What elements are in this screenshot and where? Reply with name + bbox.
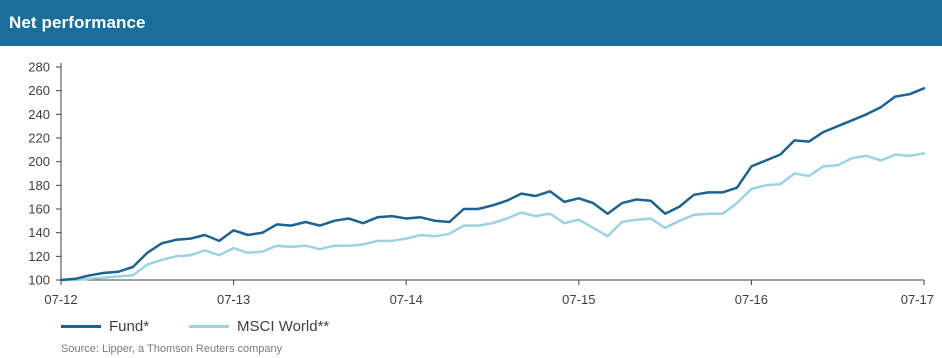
net-performance-chart: 100 120 140 160 180 200 220 240 260 280 07-12 07-13… xyxy=(28,60,934,308)
legend-swatch-msci-world xyxy=(189,325,230,328)
x-tick-label: 07-16 xyxy=(735,292,768,307)
x-tick-label: 07-17 xyxy=(901,292,934,307)
y-tick-label: 100 xyxy=(28,273,50,288)
y-tick-label: 220 xyxy=(28,131,50,146)
y-tick-label: 180 xyxy=(28,178,50,193)
y-tick-label: 160 xyxy=(28,202,50,217)
legend-label-fund: Fund* xyxy=(109,318,150,335)
chart-title: Net performance xyxy=(9,13,146,32)
x-tick-label: 07-15 xyxy=(562,292,595,307)
chart-header: Net performance xyxy=(0,0,942,46)
legend-item-fund: Fund* xyxy=(61,318,149,335)
series-line-fund xyxy=(59,87,926,282)
legend-item-msci-world: MSCI World** xyxy=(189,318,329,335)
x-tick-label: 07-14 xyxy=(390,292,423,307)
x-tick-label: 07-13 xyxy=(217,292,250,307)
legend-swatch-fund xyxy=(61,325,101,328)
chart-legend: Fund* MSCI World** xyxy=(61,318,369,335)
y-tick-label: 280 xyxy=(28,60,50,75)
y-tick-label: 240 xyxy=(28,107,50,122)
x-tick-label: 07-12 xyxy=(44,292,77,307)
y-tick-label: 120 xyxy=(28,249,50,264)
source-note: Source: Lipper, a Thomson Reuters compan… xyxy=(61,343,283,355)
y-tick-label: 200 xyxy=(28,154,50,169)
y-tick-label: 260 xyxy=(28,83,50,98)
legend-label-msci-world: MSCI World** xyxy=(237,318,330,335)
series-line-msci-world xyxy=(59,152,926,282)
y-tick-label: 140 xyxy=(28,225,50,240)
